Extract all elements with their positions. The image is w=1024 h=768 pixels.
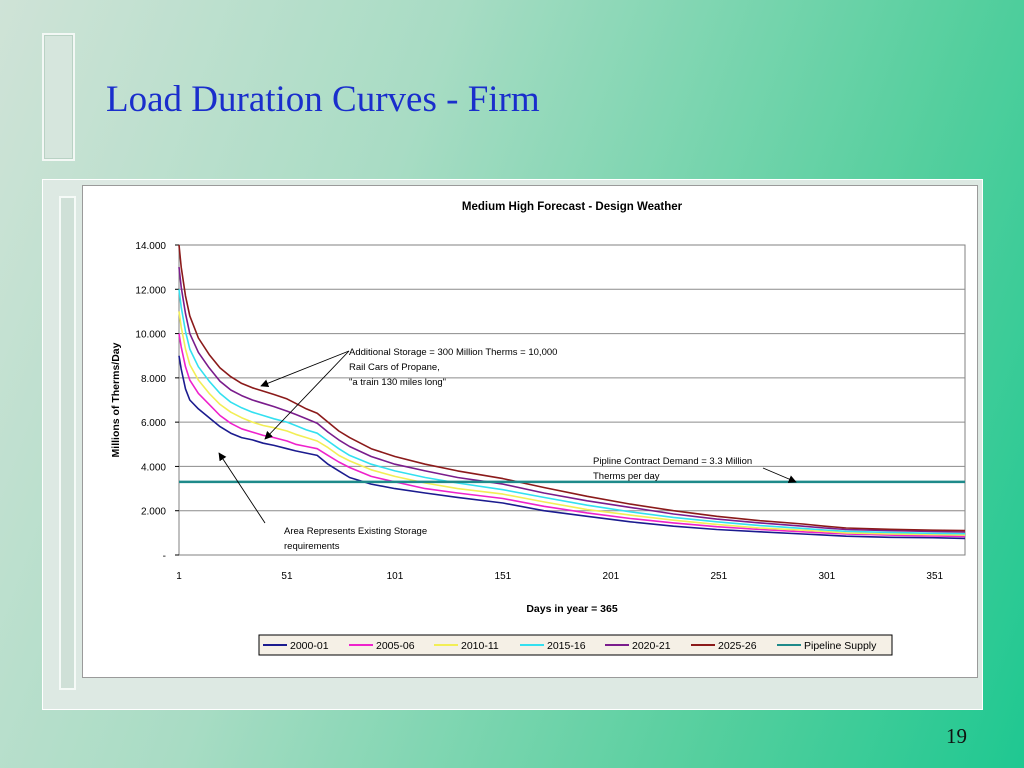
load-duration-chart: Medium High Forecast - Design Weather - 2.…	[110, 201, 966, 656]
page-number: 19	[946, 724, 967, 748]
x-tick-label: 251	[710, 571, 727, 582]
slide-title: Load Duration Curves - Firm	[106, 79, 540, 120]
y-tick-label: 4.000	[141, 462, 166, 473]
y-tick-label: 8.000	[141, 374, 166, 385]
x-axis-title: Days in year = 365	[526, 603, 618, 615]
y-tick-label: 6.000	[141, 418, 166, 429]
y-tick-label: 10.000	[135, 330, 166, 341]
annotation-text: Therms per day	[593, 471, 660, 482]
legend-label: Pipeline Supply	[804, 640, 877, 652]
chart-area: Medium High Forecast - Design Weather - 2.…	[82, 185, 978, 678]
series-line-2015-16	[178, 289, 966, 535]
plot-area	[178, 244, 966, 556]
x-tick-label: 151	[495, 571, 512, 582]
annotation-text: Area Represents Existing Storage	[284, 526, 427, 537]
legend-label: 2010-11	[461, 640, 499, 652]
legend-label: 2020-21	[632, 640, 671, 652]
annotation-arrow	[762, 467, 797, 483]
annotation-text: Rail Cars of Propane,	[349, 362, 440, 373]
chart-title: Medium High Forecast - Design Weather	[462, 201, 683, 213]
x-tick-label: 1	[176, 571, 182, 582]
annotation-text: requirements	[284, 541, 340, 552]
annotation-arrow	[218, 452, 266, 524]
panel-side-strip	[59, 196, 76, 690]
x-tick-label: 351	[926, 571, 943, 582]
y-tick-label: 2.000	[141, 507, 166, 518]
y-axis-title: Millions of Therms/Day	[110, 342, 122, 457]
series-line-2020-21	[178, 267, 966, 533]
x-tick-label: 101	[387, 571, 404, 582]
legend-label: 2000-01	[290, 640, 329, 652]
annotation-arrow	[260, 350, 350, 388]
series-line-2000-01	[178, 355, 966, 540]
series-line-2010-11	[178, 311, 966, 536]
y-tick-label: 12.000	[135, 285, 166, 296]
legend-label: 2015-16	[547, 640, 586, 652]
x-tick-label: 301	[818, 571, 835, 582]
series-line-2025-26	[178, 244, 966, 532]
y-tick-label: 14.000	[135, 241, 166, 252]
series-line-2005-06	[178, 333, 966, 538]
legend-box	[258, 634, 893, 656]
decorative-bar	[42, 33, 75, 161]
x-tick-label: 51	[281, 571, 293, 582]
annotation-text: Pipline Contract Demand = 3.3 Million	[593, 456, 752, 467]
annotation-arrow	[264, 350, 350, 440]
annotation-text: Additional Storage = 300 Million Therms …	[349, 347, 557, 358]
y-tick-label: -	[163, 551, 166, 562]
x-tick-label: 201	[603, 571, 620, 582]
legend-label: 2005-06	[376, 640, 415, 652]
annotation-text: "a train 130 miles long"	[349, 377, 446, 388]
legend-label: 2025-26	[718, 640, 757, 652]
